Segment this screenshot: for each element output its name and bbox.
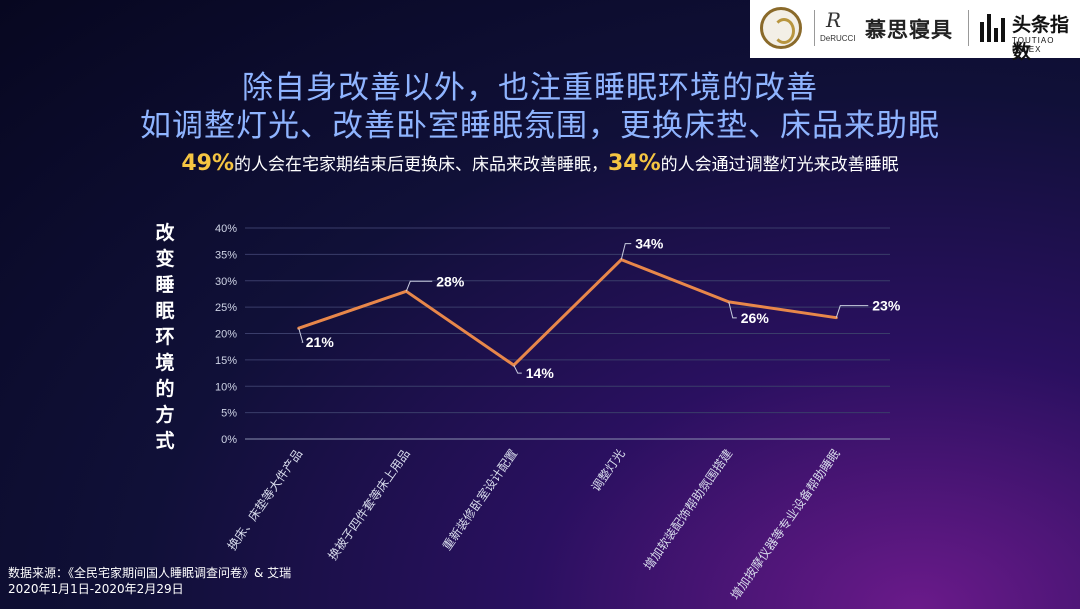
leader-line (513, 364, 522, 374)
x-category-label: 换床、床垫等大件产品 (224, 446, 305, 553)
x-category-label: 换被子四件套等床上用品 (326, 447, 413, 563)
derucci-sub: DeRUCCI (820, 34, 856, 43)
divider (968, 10, 969, 46)
x-category-label: 增加软装配饰帮助氛围搭建 (641, 447, 735, 573)
y-tick-label: 15% (215, 355, 237, 367)
title-line-1: 除自身改善以外，也注重睡眠环境的改善 (242, 70, 818, 106)
y-tick-label: 20% (215, 329, 237, 341)
toutiao-sub: TOUTIAO INDEX (1012, 36, 1055, 54)
series-line (298, 258, 837, 367)
subtitle-text-2: 的人会通过调整灯光来改善睡眠 (660, 155, 899, 175)
y-axis-label: 改变睡眠环境的方式 (155, 222, 175, 452)
y-tick-label: 10% (215, 381, 237, 393)
divider (814, 10, 815, 46)
x-category-label: 增加按摩仪器等专业设备帮助睡眠 (727, 446, 843, 602)
leader-line (835, 305, 869, 318)
seal-logo-icon (760, 7, 802, 49)
subtitle-text-1: 的人会在宅家期结束后更换床、床品来改善睡眠， (234, 155, 608, 175)
source-line-2: 2020年1月1日-2020年2月29日 (8, 582, 184, 596)
y-tick-label: 35% (215, 249, 237, 261)
data-label: 21% (306, 334, 335, 350)
leader-line (620, 243, 632, 260)
data-label: 14% (526, 365, 555, 381)
title-line-2: 如调整灯光、改善卧室睡眠氛围，更换床垫、床品来助眠 (140, 108, 940, 144)
derucci-name: 慕思寝具 (865, 18, 953, 42)
y-tick-label: 5% (221, 408, 237, 420)
data-label: 28% (436, 273, 465, 289)
derucci-mark: R (826, 8, 842, 32)
brand-header: R DeRUCCI 慕思寝具 头条指数 TOUTIAO INDEX (750, 0, 1080, 63)
subtitle-highlight-1: 49% (181, 151, 234, 176)
y-tick-label: 40% (215, 223, 237, 235)
y-tick-label: 25% (215, 302, 237, 314)
x-category-label: 调整灯光 (588, 446, 628, 494)
source-line-1: 数据来源：《全民宅家期间国人睡眠调查问卷》& 艾瑞 (8, 566, 292, 580)
data-label: 26% (741, 310, 770, 326)
leader-line (405, 280, 433, 292)
leader-line (728, 301, 737, 319)
toutiao-name: 头条指数 (1012, 14, 1070, 63)
data-label: 34% (635, 236, 664, 252)
y-tick-label: 0% (221, 434, 237, 446)
subtitle-highlight-2: 34% (608, 151, 661, 176)
data-label: 23% (872, 298, 901, 314)
toutiao-bars-icon (980, 14, 1005, 42)
subtitle: 49%的人会在宅家期结束后更换床、床品来改善睡眠，34%的人会通过调整灯光来改善… (0, 150, 1080, 176)
x-category-label: 重新装修卧室设计配置 (439, 446, 520, 553)
leader-line (298, 328, 304, 343)
source-note: 数据来源：《全民宅家期间国人睡眠调查问卷》& 艾瑞 2020年1月1日-2020… (8, 565, 291, 597)
y-tick-label: 30% (215, 276, 237, 288)
